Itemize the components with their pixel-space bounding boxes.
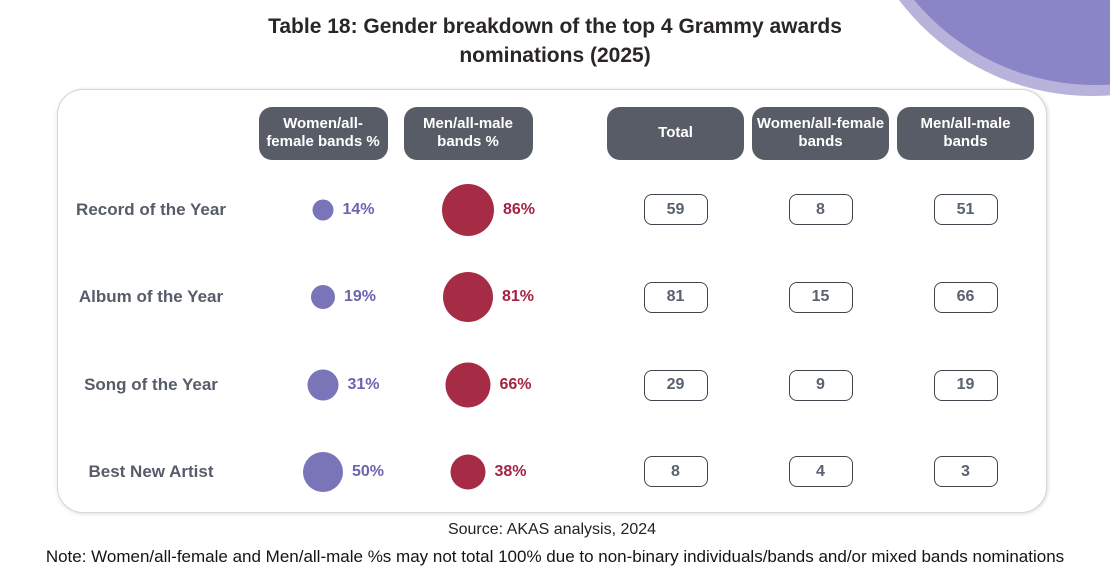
men-count-cell: 3 [893, 429, 1038, 514]
men-bubble [445, 362, 491, 408]
men-count-cell: 66 [893, 253, 1038, 341]
men-count-cell: 51 [893, 166, 1038, 253]
total-value-box: 81 [643, 281, 708, 313]
note-text: Note: Women/all-female and Men/all-male … [45, 547, 1065, 566]
women-pct-bubble-cell: 50% [244, 429, 402, 514]
table-row-label: Best New Artist [88, 461, 214, 481]
men-count-cell: 19 [893, 341, 1038, 429]
women-value-box: 9 [788, 369, 853, 401]
header-spacer [58, 90, 244, 166]
total-value-box: 59 [643, 194, 708, 225]
row-gap [534, 341, 603, 429]
men-bubble [442, 183, 494, 236]
source-text: Source: AKAS analysis, 2024 [447, 521, 657, 538]
table-row-label: Song of the Year [84, 375, 218, 394]
men-pct-value: 66% [499, 376, 532, 393]
women-value-box: 8 [788, 194, 853, 225]
header-women-count: Women/all-female bands [748, 90, 893, 166]
men-value-box: 3 [933, 456, 998, 487]
total-cell: 59 [603, 166, 748, 253]
men-value-box: 66 [933, 281, 998, 313]
women-count-cell: 8 [748, 166, 893, 253]
page-title: Table 18: Gender breakdown of the top 4 … [0, 12, 1110, 70]
page-title-text: Table 18: Gender breakdown of the top 4 … [268, 15, 842, 67]
row-gap [534, 429, 603, 514]
women-bubble [312, 199, 334, 220]
total-cell: 29 [603, 341, 748, 429]
total-value-box: 8 [643, 456, 708, 487]
men-pct-bubble-cell: 86% [402, 166, 536, 253]
men-pct-bubble-cell: 81% [402, 253, 534, 341]
women-bubble [311, 285, 335, 309]
women-pct-value: 31% [347, 376, 380, 393]
total-cell: 81 [603, 253, 748, 341]
women-bubble [303, 451, 343, 492]
women-pct-bubble-cell: 19% [244, 253, 402, 341]
row-gap [534, 166, 603, 253]
men-value-box: 51 [933, 194, 998, 225]
column-header-pill: Women/all-female bands [752, 106, 889, 160]
women-value-box: 15 [788, 281, 853, 313]
women-pct-value: 19% [344, 288, 377, 305]
header-men-count: Men/all-male bands [893, 90, 1038, 166]
column-header-pill: Women/all-female bands % [258, 106, 388, 160]
header-women-pct: Women/all-female bands % [244, 90, 402, 166]
men-pct-value: 38% [494, 462, 527, 480]
men-bubble [450, 454, 486, 489]
men-pct-bubble-cell: 66% [402, 341, 534, 429]
men-value-box: 19 [933, 369, 998, 401]
table-row-label: Record of the Year [76, 199, 226, 219]
header-gap [534, 90, 603, 166]
women-count-cell: 9 [748, 341, 893, 429]
column-header-pill: Men/all-male bands % [403, 106, 533, 160]
column-header-pill: Men/all-male bands [897, 106, 1034, 160]
total-cell: 8 [603, 429, 748, 514]
total-value-box: 29 [643, 369, 708, 401]
women-pct-value: 14% [342, 200, 375, 218]
women-pct-value: 50% [352, 462, 385, 480]
men-pct-value: 86% [503, 200, 536, 218]
header-men-pct: Men/all-male bands % [402, 90, 534, 166]
column-header-pill: Total [607, 106, 744, 160]
men-pct-value: 81% [502, 288, 535, 305]
men-pct-bubble-cell: 38% [402, 429, 534, 514]
header-total: Total [603, 90, 748, 166]
table-card: Women/all-female bands % Men/all-male ba… [57, 89, 1047, 513]
women-pct-bubble-cell: 14% [244, 166, 402, 253]
row-gap [534, 253, 603, 341]
table-row-label: Album of the Year [78, 287, 224, 306]
women-bubble [307, 369, 339, 401]
women-count-cell: 15 [748, 253, 893, 341]
women-count-cell: 4 [748, 429, 893, 514]
women-pct-bubble-cell: 31% [244, 341, 402, 429]
men-bubble [443, 272, 493, 322]
women-value-box: 4 [788, 456, 853, 487]
